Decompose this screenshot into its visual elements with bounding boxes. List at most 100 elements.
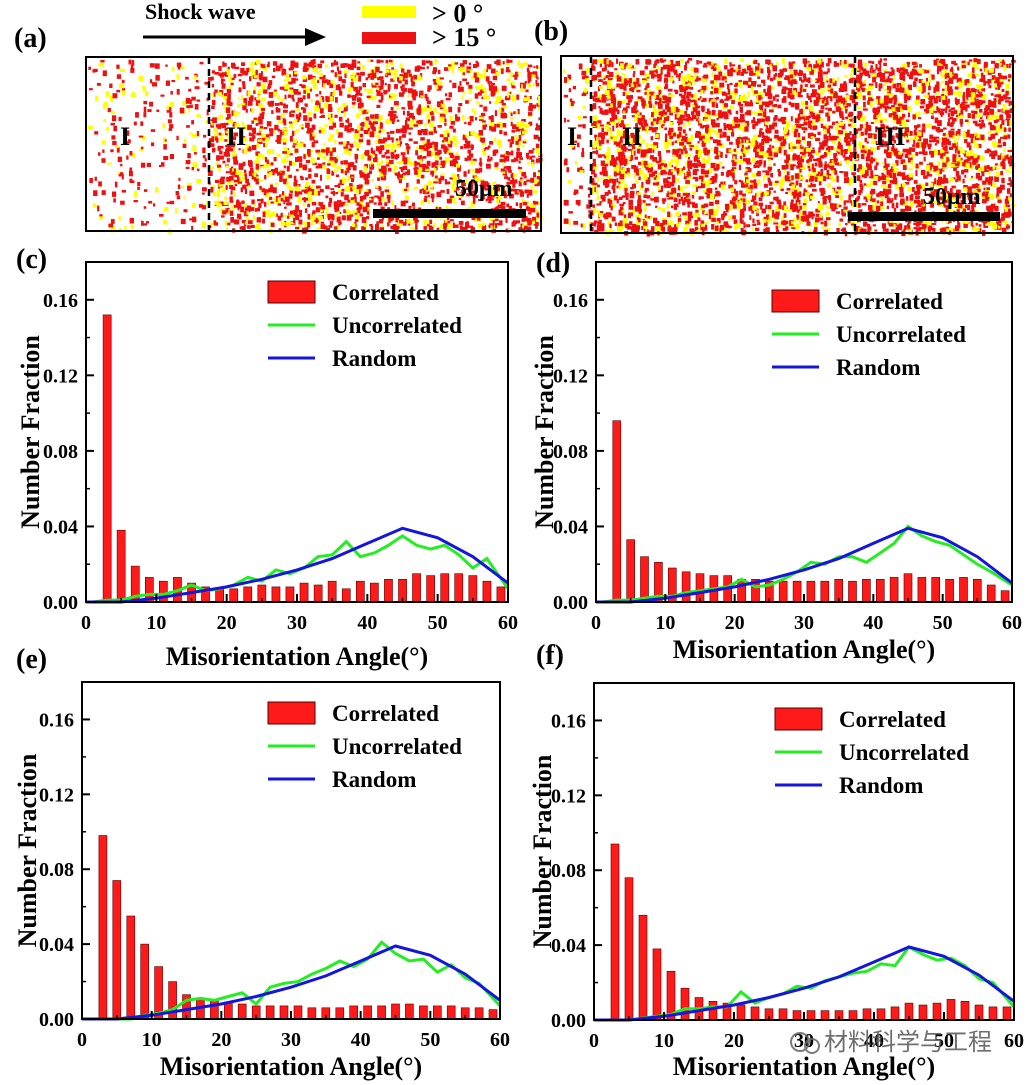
map-dot — [929, 134, 934, 139]
map-dot — [531, 159, 535, 164]
map-dot — [320, 96, 324, 100]
map-dot — [802, 155, 805, 159]
map-dot — [729, 112, 732, 115]
map-dot — [225, 147, 230, 151]
map-dot — [262, 211, 266, 218]
map-dot — [451, 197, 455, 202]
map-dot — [378, 92, 383, 96]
map-dot — [445, 97, 451, 101]
map-dot — [715, 221, 719, 224]
map-dot — [378, 126, 383, 129]
map-dot — [102, 149, 105, 153]
map-dot — [359, 135, 362, 140]
map-dot — [872, 108, 877, 112]
map-dot — [480, 180, 485, 187]
map-dot — [839, 99, 844, 104]
map-dot — [616, 83, 620, 88]
map-dot — [440, 100, 444, 106]
map-dot — [867, 91, 871, 96]
map-dot — [202, 155, 206, 159]
map-dot — [222, 102, 225, 105]
map-dot — [758, 109, 763, 115]
map-dot — [581, 152, 585, 158]
map-dot — [419, 189, 423, 194]
map-dot — [618, 183, 622, 190]
map-dot — [611, 100, 616, 105]
map-dot — [797, 132, 801, 138]
map-dot — [838, 188, 841, 194]
map-dot — [491, 190, 494, 195]
map-dot — [362, 83, 366, 88]
map-dot — [343, 105, 348, 112]
map-dot — [307, 153, 311, 157]
map-dot — [518, 160, 521, 164]
map-dot — [857, 128, 862, 131]
map-dot — [198, 114, 202, 118]
map-dot — [496, 184, 501, 188]
map-dot — [668, 169, 673, 174]
map-dot — [866, 141, 869, 144]
map-dot — [462, 72, 465, 76]
map-dot — [568, 220, 571, 226]
map-dot — [789, 70, 794, 75]
map-dot — [380, 84, 384, 90]
map-dot — [367, 73, 371, 79]
map-dot — [242, 184, 247, 190]
map-dot — [984, 112, 989, 116]
map-dot — [445, 205, 449, 210]
map-dot — [389, 159, 394, 164]
map-dot — [282, 193, 287, 199]
map-dot — [214, 222, 219, 226]
map-dot — [499, 158, 504, 163]
map-dot — [642, 200, 646, 203]
map-dot — [192, 162, 198, 169]
map-dot — [524, 225, 528, 230]
map-dot — [448, 143, 453, 148]
map-dot — [823, 173, 829, 178]
map-dot — [399, 219, 404, 224]
map-dot — [452, 82, 457, 89]
map-dot — [713, 63, 717, 67]
map-dot — [609, 203, 613, 208]
map-dot — [763, 83, 766, 86]
map-dot — [745, 63, 749, 66]
map-dot — [824, 220, 828, 227]
map-dot — [297, 157, 300, 162]
map-dot — [402, 125, 407, 131]
map-dot — [524, 128, 528, 134]
map-dot — [773, 196, 778, 201]
map-dot — [282, 178, 287, 182]
map-dot — [572, 85, 576, 90]
map-dot — [603, 78, 606, 81]
map-dot — [919, 64, 922, 68]
map-dot — [404, 88, 408, 92]
map-dot — [377, 77, 382, 81]
map-dot — [774, 146, 779, 153]
map-dot — [443, 223, 447, 230]
map-dot — [820, 105, 825, 110]
map-dot — [965, 159, 969, 163]
map-dot — [842, 227, 846, 232]
map-dot — [144, 189, 148, 192]
map-dot — [941, 108, 945, 112]
map-dot — [843, 64, 848, 69]
map-dot — [521, 84, 524, 89]
map-dot — [429, 61, 433, 66]
map-dot — [634, 206, 639, 212]
map-dot — [295, 62, 299, 68]
map-dot — [313, 86, 318, 90]
map-dot — [758, 65, 763, 70]
map-dot — [971, 67, 975, 74]
map-dot — [683, 122, 686, 128]
map-dot — [261, 111, 265, 115]
map-dot — [646, 89, 650, 95]
map-dot — [463, 179, 468, 184]
map-dot — [395, 217, 400, 223]
map-dot — [635, 227, 640, 233]
map-dot — [130, 224, 135, 229]
map-dot — [425, 168, 429, 172]
map-dot — [708, 110, 711, 117]
map-dot — [512, 124, 517, 129]
map-dot — [658, 116, 662, 121]
map-dot — [865, 121, 869, 125]
